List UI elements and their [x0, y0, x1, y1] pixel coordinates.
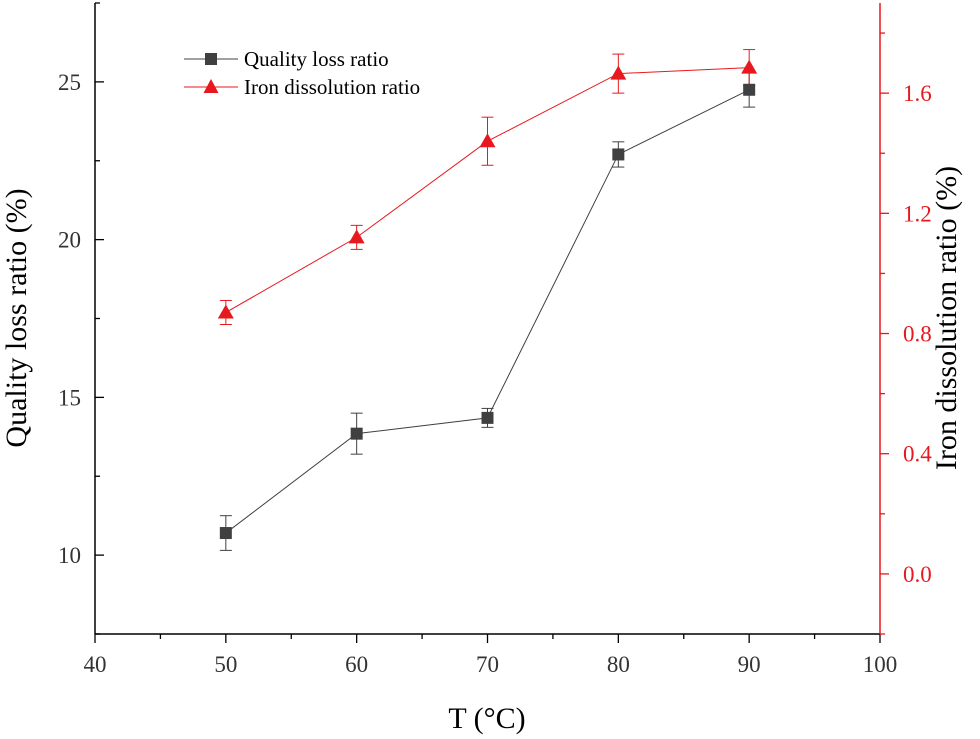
- data-point-quality: [219, 527, 232, 540]
- y-left-ticks: 10 15 20 25: [58, 2, 104, 635]
- data-point-quality: [743, 83, 756, 96]
- legend-marker-quality: [205, 53, 217, 65]
- data-point-iron: [741, 59, 758, 74]
- data-point-quality: [481, 411, 494, 424]
- data-point-quality: [612, 148, 625, 161]
- x-tick-label: 90: [738, 652, 761, 677]
- series-line-2: [225, 67, 750, 313]
- data-point-iron: [217, 304, 234, 319]
- legend-marker-iron: [203, 79, 219, 93]
- y-left-tick-label: 20: [58, 228, 81, 253]
- y-left-tick-label: 10: [58, 543, 81, 568]
- y-axis-right-title: Iron dissolution ratio (%): [930, 166, 963, 470]
- y-right-tick-label: 0.4: [903, 442, 932, 467]
- y-right-tick-label: 1.2: [903, 201, 932, 226]
- y-left-tick-label: 25: [58, 70, 81, 95]
- data-point-iron: [479, 133, 496, 148]
- data-points-layer: [217, 59, 758, 540]
- x-tick-label: 50: [214, 652, 237, 677]
- data-point-quality: [350, 427, 363, 440]
- y-right-tick-label: 1.6: [903, 81, 932, 106]
- data-point-iron: [348, 229, 365, 244]
- y-axis-left-title: Quality loss ratio (%): [0, 188, 33, 447]
- x-axis-title: T (°C): [448, 702, 525, 735]
- x-tick-label: 70: [476, 652, 499, 677]
- legend: Quality loss ratio Iron dissolution rati…: [184, 47, 420, 99]
- x-ticks: 40 50 60 70 80 90 100: [84, 634, 898, 677]
- legend-label-quality: Quality loss ratio: [244, 47, 389, 71]
- y-right-ticks: 0.0 0.4 0.8 1.2 1.6: [880, 32, 932, 635]
- x-tick-label: 100: [863, 652, 898, 677]
- x-tick-label: 40: [84, 652, 107, 677]
- y-right-tick-label: 0.0: [903, 562, 932, 587]
- y-left-tick-label: 15: [58, 385, 81, 410]
- y-right-tick-label: 0.8: [903, 322, 932, 347]
- legend-label-iron: Iron dissolution ratio: [244, 75, 420, 99]
- x-tick-label: 80: [607, 652, 630, 677]
- error-bars-layer: [219, 49, 756, 551]
- x-tick-label: 60: [345, 652, 368, 677]
- data-point-iron: [610, 65, 627, 80]
